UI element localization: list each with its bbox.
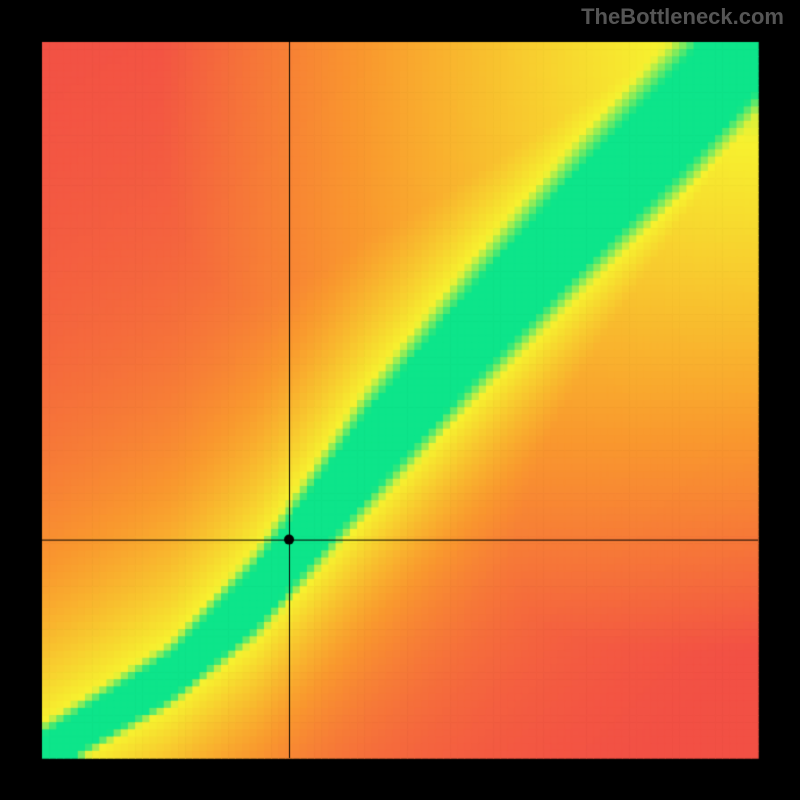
heatmap-canvas <box>0 0 800 800</box>
chart-container: TheBottleneck.com <box>0 0 800 800</box>
